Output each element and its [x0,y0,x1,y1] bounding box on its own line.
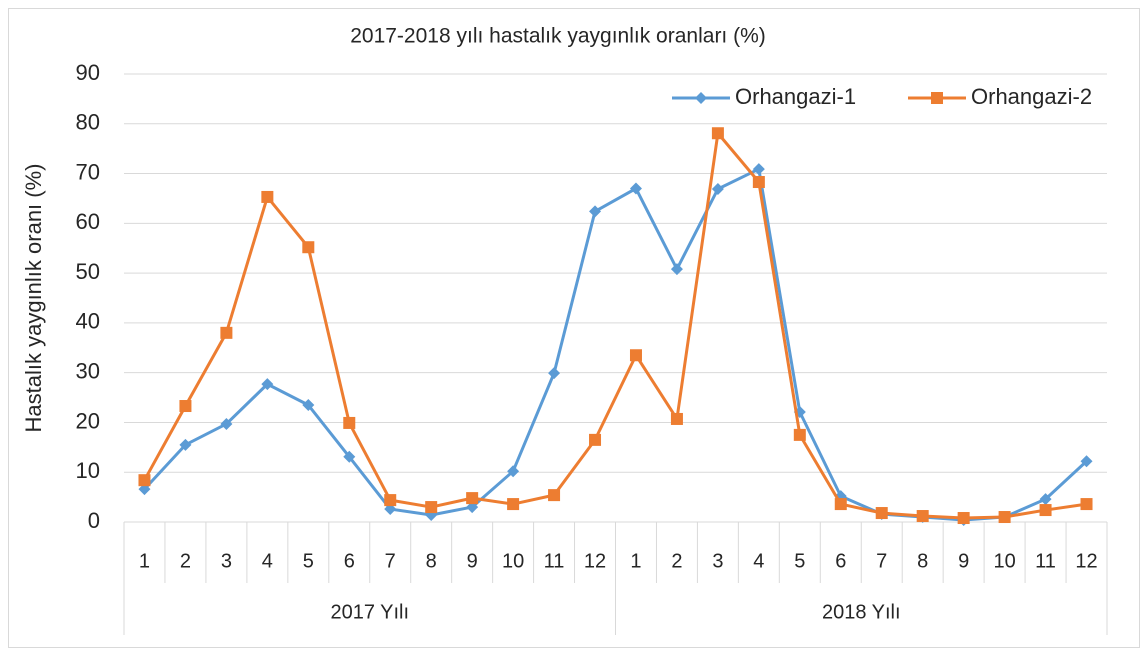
marker [261,190,274,203]
marker [220,326,233,339]
y-tick-label: 90 [76,60,100,85]
x-tick-label: 2 [671,550,682,572]
y-axis-label: Hastalık yaygınlık oranı (%) [21,164,46,433]
legend-marker [695,92,707,104]
x-tick-label: 4 [262,550,273,572]
chart-title: 2017-2018 yılı hastalık yaygınlık oranla… [350,25,766,48]
marker [998,511,1011,524]
marker [629,182,642,195]
x-tick-label: 6 [344,550,355,572]
marker [507,465,520,478]
x-tick-label: 10 [502,550,524,572]
x-tick-label: 2 [180,550,191,572]
y-tick-label: 60 [76,209,100,234]
x-tick-label: 4 [753,550,764,572]
marker [343,416,356,429]
marker [957,512,970,525]
marker [589,205,602,218]
marker [220,417,233,430]
y-tick-label: 50 [76,259,100,284]
marker [302,399,315,412]
marker [752,163,765,176]
y-tick-label: 20 [76,408,100,433]
x-tick-label: 1 [630,550,641,572]
marker [793,428,806,441]
marker [548,489,561,502]
marker [589,433,602,446]
marker [875,507,888,520]
marker [711,127,724,140]
x-tick-label: 3 [221,550,232,572]
x-tick-label: 8 [917,550,928,572]
x-tick-label: 12 [1075,550,1097,572]
marker [670,263,683,276]
x-tick-label: 11 [544,550,565,572]
y-tick-label: 0 [88,508,100,533]
marker [548,367,561,380]
marker [261,378,274,391]
y-tick-label: 10 [76,458,100,483]
x-tick-label: 11 [1035,550,1056,572]
marker [466,492,479,505]
chart-border [8,8,1140,648]
y-tick-label: 80 [76,110,100,135]
x-tick-label: 12 [584,550,606,572]
x-tick-label: 1 [139,550,150,572]
series-line [143,131,1087,520]
legend-label: Orhangazi-2 [971,84,1092,109]
marker [384,494,397,507]
x-tick-label: 7 [876,550,887,572]
marker [1080,498,1093,511]
y-tick-label: 70 [76,159,100,184]
y-tick-label: 30 [76,358,100,383]
marker [138,474,151,487]
marker [179,438,192,451]
x-tick-label: 7 [385,550,396,572]
x-tick-label: 3 [712,550,723,572]
group-label: 2018 Yılı [822,601,901,623]
marker [711,182,724,195]
marker [1039,493,1052,506]
marker [1039,504,1052,517]
x-tick-label: 6 [835,550,846,572]
marker [343,450,356,463]
marker [302,241,315,254]
x-tick-label: 10 [993,550,1015,572]
x-tick-label: 9 [958,550,969,572]
y-tick-label: 40 [76,309,100,334]
marker [507,498,520,511]
group-label: 2017 Yılı [330,601,409,623]
marker [752,176,765,189]
marker [179,400,192,413]
marker [670,412,683,425]
x-tick-label: 8 [426,550,437,572]
marker [916,510,929,523]
marker [1080,455,1093,468]
x-tick-label: 5 [794,550,805,572]
legend-label: Orhangazi-1 [735,84,856,109]
marker [425,501,438,514]
marker [629,349,642,362]
x-tick-label: 9 [467,550,478,572]
marker [834,498,847,511]
x-tick-label: 5 [303,550,314,572]
legend-marker [931,92,943,104]
